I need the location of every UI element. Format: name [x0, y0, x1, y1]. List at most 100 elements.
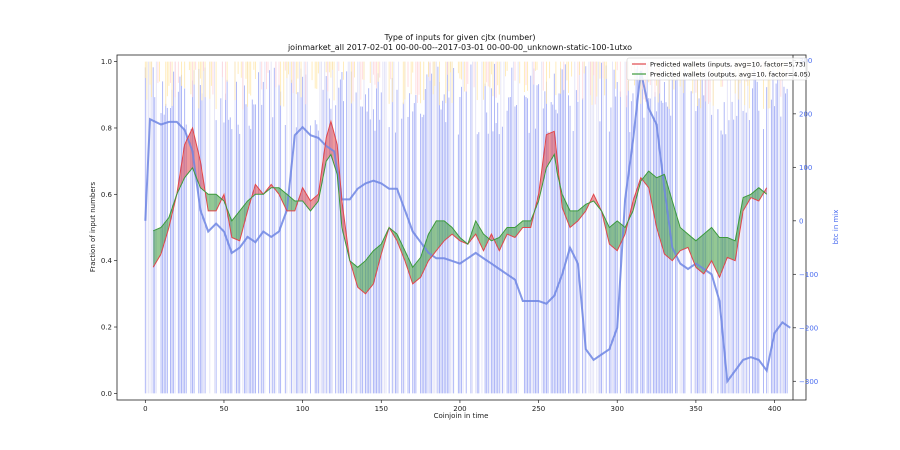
background-bar [442, 100, 444, 394]
fill-segment [750, 187, 759, 201]
background-bar [181, 61, 182, 86]
background-bar [553, 73, 555, 394]
background-bar [747, 61, 749, 394]
background-bar [649, 98, 651, 394]
background-bar [379, 61, 381, 78]
y-tick-label: 0.8 [101, 124, 112, 132]
background-bar [763, 129, 764, 394]
background-bar [273, 67, 275, 394]
background-bar [278, 84, 280, 394]
background-bar [549, 61, 551, 79]
fill-segment [507, 227, 515, 238]
background-bar [533, 68, 535, 394]
background-bar [599, 121, 601, 394]
fill-segment [161, 217, 169, 255]
background-bar [350, 71, 352, 394]
background-bar [305, 61, 307, 105]
background-bar [223, 122, 225, 394]
background-bar [734, 61, 736, 394]
fill-segment [703, 227, 712, 274]
background-bar [561, 69, 563, 394]
background-bar [245, 104, 247, 394]
background-bar [215, 120, 217, 394]
background-bar [616, 61, 618, 71]
background-bar [443, 94, 445, 394]
background-bar [439, 61, 440, 106]
background-bar [786, 88, 788, 394]
background-bar [267, 61, 269, 73]
background-bar [330, 108, 332, 394]
background-bar [461, 61, 462, 80]
background-bar [177, 91, 179, 394]
fill-segment [577, 204, 586, 221]
background-bar [163, 114, 165, 394]
background-bar [278, 61, 280, 86]
fill-segment [609, 220, 618, 251]
background-bar [464, 61, 466, 92]
background-bar [432, 61, 434, 95]
background-bar [494, 63, 495, 394]
background-bar [467, 61, 469, 84]
background-bar [254, 104, 256, 394]
background-bar [390, 61, 392, 80]
background-bar [149, 61, 151, 394]
background-bar [350, 61, 352, 104]
background-bar [577, 101, 579, 394]
background-bar [637, 65, 639, 394]
background-bar [182, 128, 184, 394]
background-bar [579, 61, 580, 75]
background-bar [534, 128, 536, 394]
plot-frame [116, 54, 807, 401]
background-bar [352, 61, 354, 102]
background-bar [377, 73, 379, 394]
background-bar [198, 68, 200, 394]
background-bar [770, 99, 772, 394]
background-bar [775, 83, 777, 394]
fill-segment [373, 244, 382, 284]
background-bar [772, 63, 774, 394]
background-bar [574, 61, 576, 394]
background-bar [283, 61, 285, 107]
fill-segment [208, 194, 217, 211]
background-bar [490, 61, 492, 75]
background-bar [248, 61, 250, 94]
background-bar [693, 61, 695, 394]
background-bar [250, 128, 252, 394]
fill-segment [656, 174, 665, 255]
background-bar [445, 122, 447, 394]
fill-segment [239, 200, 248, 241]
background-bar [335, 105, 337, 394]
background-bar [352, 61, 354, 394]
background-bar [514, 106, 516, 394]
background-bar [404, 61, 406, 100]
background-bar [783, 86, 785, 394]
background-bar [259, 61, 261, 394]
background-bar [212, 61, 214, 95]
background-bar [240, 61, 242, 78]
background-bar [289, 61, 291, 394]
background-bar [755, 76, 757, 394]
background-bar [752, 88, 753, 394]
legend-label-inputs: Predicted wallets (inputs, avg=10, facto… [650, 61, 806, 69]
fill-segment [412, 257, 421, 284]
background-bar [201, 61, 203, 101]
background-bar [651, 61, 653, 394]
background-bar [440, 109, 442, 394]
background-bar [451, 61, 453, 103]
x-tick-label: 350 [689, 405, 702, 413]
background-bar [322, 89, 324, 394]
background-bar [597, 61, 599, 394]
y-axis-title: Fraction of input numbers [89, 181, 97, 272]
background-bar [527, 61, 529, 91]
background-bar [165, 61, 167, 106]
background-bar [295, 61, 297, 95]
chart-title: Type of inputs for given cjtx (number) [383, 33, 535, 42]
background-bar [144, 67, 146, 394]
background-bar [203, 61, 204, 394]
background-bar [741, 61, 742, 394]
background-bar [151, 61, 153, 394]
background-bar [487, 61, 489, 87]
background-bar [736, 115, 738, 394]
background-bar [487, 133, 489, 394]
background-bar [602, 61, 604, 394]
